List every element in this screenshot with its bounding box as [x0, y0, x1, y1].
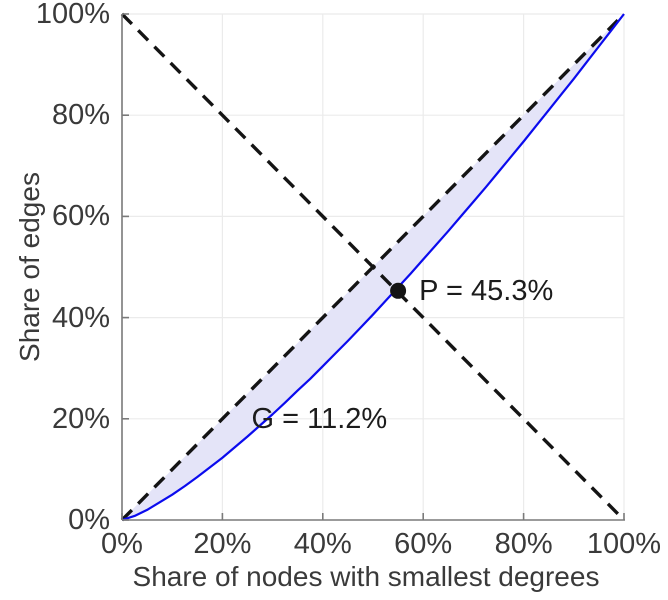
x-tick-label-40: 40%: [293, 528, 352, 560]
y-tick-label-100: 100%: [35, 0, 110, 30]
x-axis-label: Share of nodes with smallest degrees: [132, 561, 600, 592]
anti-diagonal-dashed-line: [120, 12, 626, 522]
gini-coefficient-label: G = 11.2%: [251, 402, 388, 435]
x-tick-label-60: 60%: [394, 528, 453, 560]
y-tick-label-20: 20%: [51, 402, 110, 435]
y-tick-label-60: 60%: [51, 200, 110, 233]
x-tick-label-100: 100%: [586, 528, 662, 560]
lorenz-curve: [121, 13, 625, 522]
x-tick-label-20: 20%: [193, 528, 252, 560]
crossing-point-label: P = 45.3%: [419, 274, 554, 307]
y-tick-label-0: 0%: [68, 504, 110, 536]
x-tick-label-80: 80%: [494, 528, 553, 560]
crossing-point-marker: [390, 282, 407, 299]
x-tick-label-0: 0%: [101, 528, 143, 560]
y-tick-label-80: 80%: [51, 99, 110, 132]
y-tick-label-40: 40%: [51, 301, 110, 334]
